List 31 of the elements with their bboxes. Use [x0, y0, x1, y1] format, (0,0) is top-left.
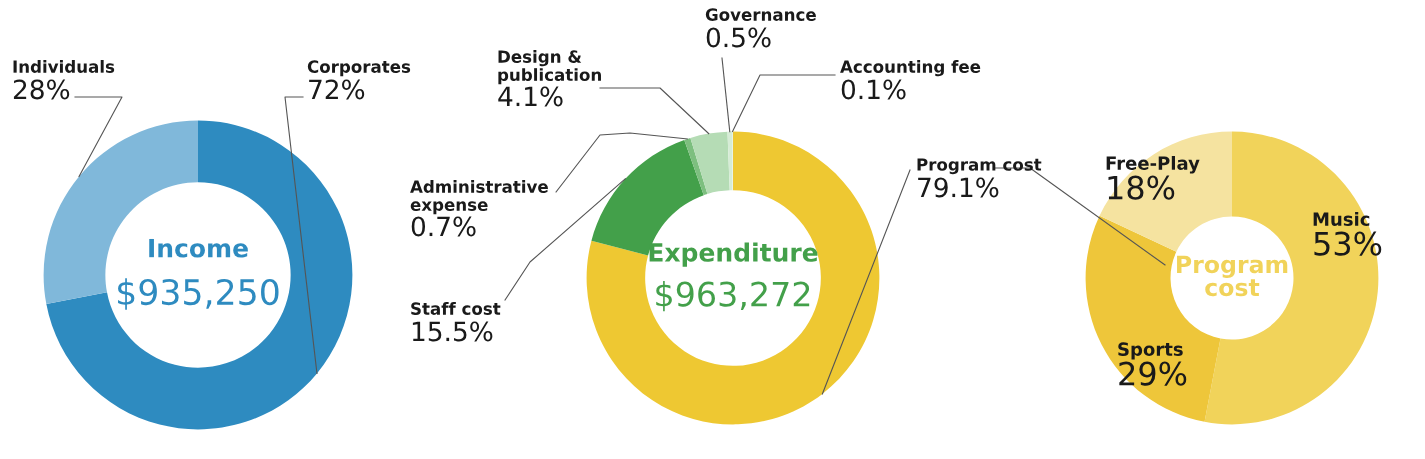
data-label: 72% [309, 79, 365, 100]
data-label: 18% [1108, 175, 1175, 200]
text: Program cost [1177, 255, 1288, 297]
slice-label: Sports [1118, 342, 1183, 360]
slice-label: Free-Play [1106, 156, 1200, 174]
text: $963,272 [656, 280, 810, 312]
text: $935,250 [118, 278, 279, 310]
slice-label: Governance [705, 8, 816, 21]
donut-slice [586, 131, 880, 425]
data-label: 28% [13, 79, 70, 100]
data-label: 0.5% [706, 27, 771, 48]
slice-label: Program cost [917, 158, 1042, 175]
donut-slice [684, 137, 708, 196]
slice-label: Accounting fee [840, 60, 981, 77]
data-label: 29% [1119, 361, 1187, 386]
slice-label: Design & publication [498, 50, 601, 85]
data-label: 0.1% [841, 79, 906, 100]
text: Income [149, 238, 248, 258]
slice-label: Staff cost [411, 302, 501, 315]
donut-slice [1099, 131, 1232, 252]
donut-slice [727, 131, 733, 191]
slice-label: Individuals [13, 60, 115, 73]
donut-slice [46, 120, 353, 430]
text: Expenditure [649, 242, 818, 267]
data-label: 79.1% [918, 177, 999, 198]
slice-label: Administrative expense [410, 180, 548, 215]
data-label: 0.7% [411, 216, 476, 237]
data-label: 15.5% [412, 321, 493, 342]
donut-slice [690, 131, 730, 194]
slice-label: Corporates [307, 60, 411, 77]
data-label: 4.1% [498, 86, 563, 107]
